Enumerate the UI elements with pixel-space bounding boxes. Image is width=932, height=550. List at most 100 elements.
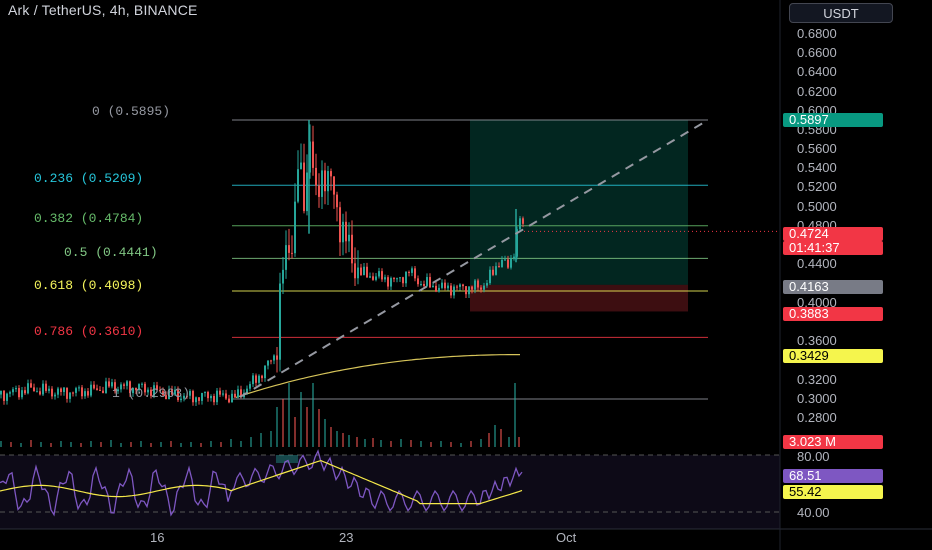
symbol-title[interactable]: Ark / TetherUS, 4h, BINANCE (8, 2, 198, 18)
currency-button[interactable]: USDT (789, 3, 893, 23)
candle-body (48, 388, 50, 391)
price-tick: 0.3000 (797, 391, 837, 406)
candle-body (420, 284, 422, 286)
candle-body (183, 395, 185, 399)
candle-body (477, 280, 479, 288)
candle-body (54, 394, 56, 397)
candle-body (345, 221, 347, 242)
candle-body (258, 375, 260, 383)
volume-bar (150, 443, 152, 447)
volume-bar (60, 441, 62, 447)
candle-body (192, 390, 194, 403)
candle-body (342, 221, 344, 243)
candle-body (90, 384, 92, 396)
candle-body (30, 383, 32, 388)
rsi-ma-line (0, 459, 523, 505)
price-tick: 0.6200 (797, 84, 837, 99)
rsi-tick-40: 40.00 (797, 505, 830, 520)
candle-body (300, 162, 302, 170)
volume-bar (514, 383, 516, 447)
volume-bar (270, 431, 272, 447)
candle-body (189, 390, 191, 396)
candle-body (390, 278, 392, 287)
candle-body (474, 280, 476, 290)
candle-body (387, 277, 389, 287)
candle-body (255, 375, 257, 383)
candle-body (339, 207, 341, 243)
candle-body (27, 383, 29, 394)
volume-bar (342, 433, 344, 447)
rsi-tick-80: 80.00 (797, 449, 830, 464)
candle-body (264, 365, 266, 379)
volume-bar (140, 441, 142, 447)
price-tick: 0.4000 (797, 295, 837, 310)
candle-body (153, 385, 155, 396)
candle-body (138, 384, 140, 391)
candle-body (45, 383, 47, 391)
volume-bar (348, 435, 350, 447)
candle-body (222, 393, 224, 395)
candle-body (510, 258, 512, 268)
candle-body (276, 355, 278, 360)
candle-body (522, 218, 524, 224)
volume-bar (210, 441, 212, 447)
volume-bar (170, 441, 172, 447)
candle-body (87, 391, 89, 396)
fib-label-0236: 0.236 (0.5209) (34, 171, 144, 186)
candle-body (15, 388, 17, 390)
price-tick: 0.5000 (797, 199, 837, 214)
candle-body (75, 388, 77, 393)
volume-bar (440, 441, 442, 447)
position-loss-zone (470, 284, 688, 312)
volume-tag: 3.023 M (783, 435, 883, 449)
candle-body (330, 171, 332, 177)
volume-bar (200, 443, 202, 447)
candle-body (468, 286, 470, 295)
volume-bar (306, 407, 308, 447)
candle-body (498, 266, 500, 268)
candle-body (501, 259, 503, 268)
candle-body (402, 277, 404, 284)
volume-bar (450, 442, 452, 447)
candle-body (507, 259, 509, 268)
volume-bar (0, 441, 2, 447)
candle-body (240, 389, 242, 398)
candle-body (429, 277, 431, 288)
candle-body (282, 269, 284, 284)
candle-body (411, 268, 413, 273)
candle-body (465, 286, 467, 295)
volume-bar (318, 409, 320, 447)
candle-body (93, 384, 95, 389)
price-tick: 0.6400 (797, 64, 837, 79)
candle-body (6, 393, 8, 401)
volume-bar (324, 419, 326, 447)
candle-body (318, 185, 320, 197)
time-tick-oct: Oct (556, 530, 577, 545)
candle-body (171, 389, 173, 395)
volume-bar (500, 429, 502, 447)
candle-body (141, 383, 143, 385)
candle-body (36, 391, 38, 393)
candle-body (198, 397, 200, 401)
candle-body (297, 169, 299, 202)
candle-body (456, 286, 458, 288)
candle-body (168, 389, 170, 400)
volume-bar (130, 442, 132, 447)
countdown-tag: 01:41:37 (783, 241, 883, 255)
candle-body (24, 390, 26, 394)
candle-body (438, 287, 440, 292)
candle-body (0, 390, 2, 395)
candle-body (360, 267, 362, 275)
candle-body (372, 276, 374, 280)
candle-body (393, 278, 395, 280)
candle-body (417, 278, 419, 285)
candle-body (126, 381, 128, 386)
candle-body (117, 389, 119, 392)
price-tick: 0.3200 (797, 372, 837, 387)
candle-body (504, 259, 506, 261)
volume-bar (380, 440, 382, 447)
candle-body (246, 388, 248, 393)
candle-body (57, 388, 59, 395)
fib-label-0382: 0.382 (0.4784) (34, 211, 144, 226)
